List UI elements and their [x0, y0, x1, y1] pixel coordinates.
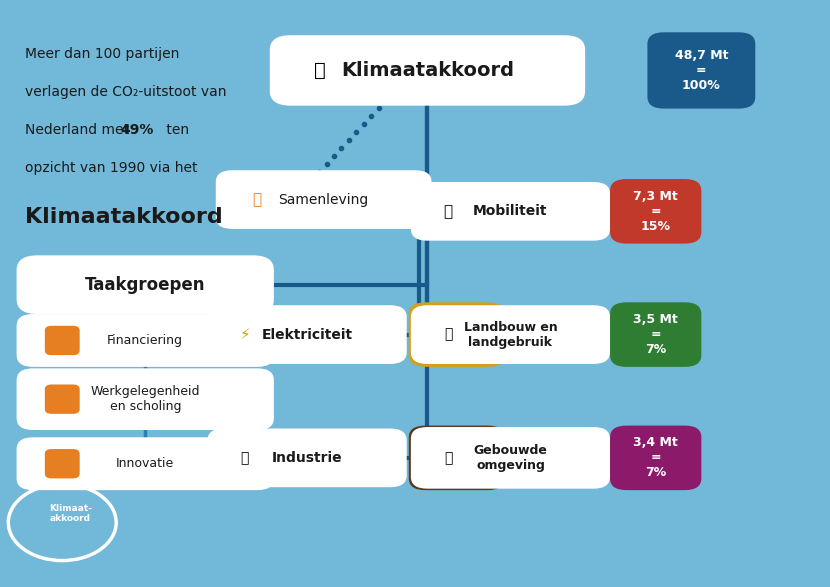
FancyBboxPatch shape: [17, 314, 274, 367]
FancyBboxPatch shape: [610, 302, 701, 367]
Text: ten: ten: [162, 123, 189, 137]
Text: 🏢: 🏢: [444, 451, 452, 465]
Text: Gebouwde
omgeving: Gebouwde omgeving: [473, 444, 548, 472]
Text: 🏭: 🏭: [241, 451, 249, 465]
FancyBboxPatch shape: [45, 384, 80, 414]
FancyBboxPatch shape: [610, 426, 701, 490]
Text: Industrie: Industrie: [271, 451, 343, 465]
Text: 7,3 Mt
=
15%: 7,3 Mt = 15%: [633, 190, 678, 233]
FancyBboxPatch shape: [17, 369, 274, 430]
Text: Taakgroepen: Taakgroepen: [85, 276, 206, 294]
FancyBboxPatch shape: [411, 427, 610, 488]
Text: 🏛: 🏛: [314, 61, 325, 80]
FancyBboxPatch shape: [45, 326, 80, 355]
FancyBboxPatch shape: [45, 449, 80, 478]
Text: Samenleving: Samenleving: [279, 193, 369, 207]
FancyBboxPatch shape: [208, 429, 407, 487]
FancyBboxPatch shape: [216, 170, 432, 229]
FancyBboxPatch shape: [270, 35, 585, 106]
Text: ⚡: ⚡: [240, 327, 250, 342]
FancyBboxPatch shape: [610, 179, 701, 244]
Text: 3,4 Mt
=
7%: 3,4 Mt = 7%: [633, 436, 678, 480]
Text: Klimaatakkoord: Klimaatakkoord: [341, 61, 514, 80]
Text: Werkgelegenheid
en scholing: Werkgelegenheid en scholing: [90, 385, 200, 413]
FancyBboxPatch shape: [409, 426, 505, 490]
Text: 🚗: 🚗: [444, 204, 452, 219]
FancyBboxPatch shape: [411, 305, 610, 364]
FancyBboxPatch shape: [17, 255, 274, 314]
FancyBboxPatch shape: [17, 437, 274, 490]
Text: 48,7 Mt
=
100%: 48,7 Mt = 100%: [675, 49, 728, 92]
Text: Meer dan 100 partijen: Meer dan 100 partijen: [25, 47, 179, 61]
Text: 🚜: 🚜: [444, 328, 452, 342]
Text: Nederland met: Nederland met: [25, 123, 134, 137]
Text: 3,5 Mt
=
7%: 3,5 Mt = 7%: [633, 313, 678, 356]
Text: 👥: 👥: [253, 192, 261, 207]
Text: Klimaatakkoord: Klimaatakkoord: [25, 207, 222, 227]
FancyBboxPatch shape: [208, 305, 407, 364]
Text: verlagen de CO₂-uitstoot van: verlagen de CO₂-uitstoot van: [25, 85, 227, 99]
Text: Financiering: Financiering: [107, 334, 183, 347]
Text: Klimaat-
akkoord: Klimaat- akkoord: [49, 504, 92, 524]
Text: 20,2 Mt
=
41%: 20,2 Mt = 41%: [432, 318, 481, 351]
Text: Elektriciteit: Elektriciteit: [261, 328, 353, 342]
Text: Mobiliteit: Mobiliteit: [473, 204, 548, 218]
FancyBboxPatch shape: [409, 302, 505, 367]
Text: Innovatie: Innovatie: [116, 457, 174, 470]
Text: 49%: 49%: [120, 123, 154, 137]
Text: opzicht van 1990 via het: opzicht van 1990 via het: [25, 161, 198, 176]
Text: 14,3 Mt
=
30%: 14,3 Mt = 30%: [432, 441, 481, 474]
FancyBboxPatch shape: [647, 32, 755, 109]
Text: Landbouw en
landgebruik: Landbouw en landgebruik: [464, 321, 557, 349]
FancyBboxPatch shape: [411, 182, 610, 241]
